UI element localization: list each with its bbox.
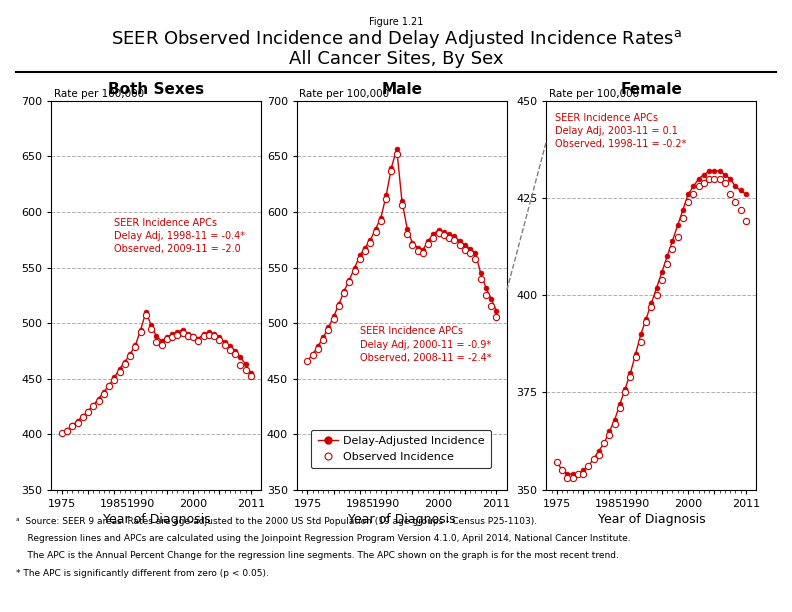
Title: Male: Male: [382, 82, 422, 97]
Text: SEER Incidence APCs
Delay Adj, 1998-11 = -0.4*
Observed, 2009-11 = -2.0: SEER Incidence APCs Delay Adj, 1998-11 =…: [115, 218, 246, 254]
Text: * The APC is significantly different from zero (p < 0.05).: * The APC is significantly different fro…: [16, 569, 268, 578]
Title: Female: Female: [620, 82, 683, 97]
X-axis label: Year of Diagnosis: Year of Diagnosis: [103, 513, 210, 526]
Text: SEER Observed Incidence and Delay Adjusted Incidence Rates$^{\mathrm{a}}$: SEER Observed Incidence and Delay Adjust…: [111, 28, 681, 50]
X-axis label: Year of Diagnosis: Year of Diagnosis: [598, 513, 705, 526]
Text: Figure 1.21: Figure 1.21: [369, 17, 423, 27]
Text: SEER Incidence APCs
Delay Adj, 2000-11 = -0.9*
Observed, 2008-11 = -2.4*: SEER Incidence APCs Delay Adj, 2000-11 =…: [360, 326, 492, 363]
Text: All Cancer Sites, By Sex: All Cancer Sites, By Sex: [289, 50, 503, 68]
Text: Rate per 100,000: Rate per 100,000: [54, 89, 143, 99]
Legend: Delay-Adjusted Incidence, Observed Incidence: Delay-Adjusted Incidence, Observed Incid…: [311, 430, 492, 469]
Text: Rate per 100,000: Rate per 100,000: [299, 89, 389, 99]
Text: The APC is the Annual Percent Change for the regression line segments. The APC s: The APC is the Annual Percent Change for…: [16, 551, 619, 561]
Text: SEER Incidence APCs
Delay Adj, 2003-11 = 0.1
Observed, 1998-11 = -0.2*: SEER Incidence APCs Delay Adj, 2003-11 =…: [555, 113, 686, 149]
Text: Regression lines and APCs are calculated using the Joinpoint Regression Program : Regression lines and APCs are calculated…: [16, 534, 630, 543]
Text: ᵃ  Source: SEER 9 areas. Rates are age-adjusted to the 2000 US Std Population (1: ᵃ Source: SEER 9 areas. Rates are age-ad…: [16, 517, 537, 526]
X-axis label: Year of Diagnosis: Year of Diagnosis: [348, 513, 455, 526]
Title: Both Sexes: Both Sexes: [109, 82, 204, 97]
Text: Rate per 100,000: Rate per 100,000: [549, 89, 638, 99]
